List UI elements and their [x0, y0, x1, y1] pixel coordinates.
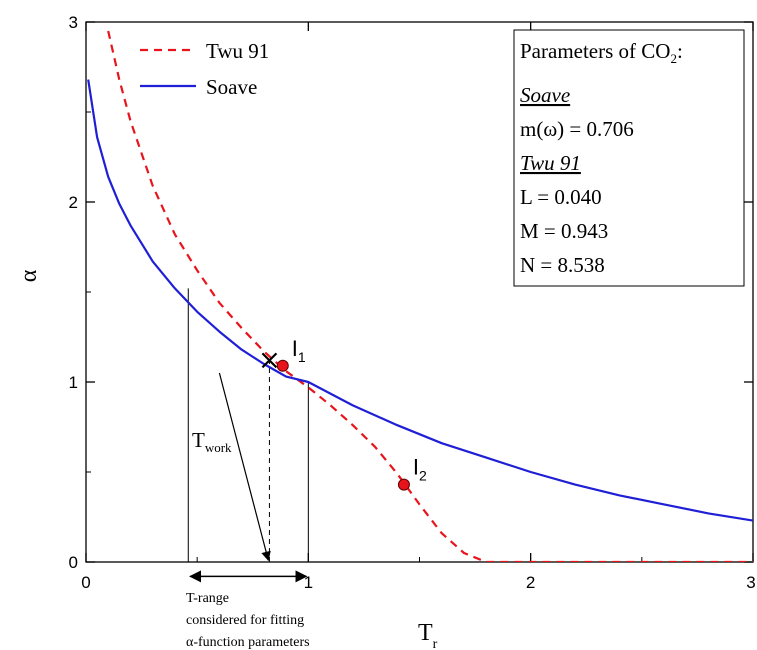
axes: 0 1 2 3 0 1 2 3: [69, 13, 756, 592]
parameter-box-frame: [513, 29, 745, 287]
y-tick-label-1: 1: [69, 373, 78, 392]
t-work-arrow: [218, 372, 271, 562]
marker-point-1: [276, 359, 289, 372]
x-tick-label-0: 0: [81, 573, 90, 592]
guide-lines: [187, 288, 309, 583]
parameter-line-6: N = 8.538: [520, 253, 605, 277]
range-caption-line-3: α-function parameters: [186, 635, 310, 650]
series-line-twu-91: [107, 30, 753, 562]
t-work-label-sub: work: [205, 440, 232, 455]
parameter-box: Parameters of CO2: Soave m(ω) = 0.706 Twu …: [513, 29, 745, 287]
marker-label-sub: 2: [419, 468, 427, 484]
cross-marker: [261, 352, 278, 369]
marker-label-main: I: [292, 336, 298, 361]
t-work-label-main: T: [192, 428, 205, 452]
series-line-soave: [87, 79, 753, 522]
marker-label-1: I1: [292, 336, 306, 365]
parameter-line-1: Soave: [520, 83, 570, 107]
parameter-box-title-sub: 2: [670, 51, 677, 66]
y-axis-title: α: [16, 269, 42, 282]
parameter-line-5: M = 0.943: [520, 219, 608, 243]
marker-label-main: I: [413, 455, 419, 480]
y-tick-label-2: 2: [69, 193, 78, 212]
x-tick-label-2: 2: [526, 573, 535, 592]
legend: Twu 91 Soave: [140, 39, 269, 99]
y-tick-label-3: 3: [69, 13, 78, 32]
x-tick-label-1: 1: [304, 573, 313, 592]
range-caption-line-2: considered for fitting: [186, 613, 304, 628]
legend-label-twu: Twu 91: [206, 39, 269, 63]
marker-label-2: I2: [413, 455, 427, 484]
legend-label-soave: Soave: [206, 75, 257, 99]
x-axis-title-main: T: [418, 620, 433, 646]
parameter-box-title-suffix: :: [677, 39, 683, 63]
parameter-box-title-main: Parameters of CO: [520, 39, 670, 63]
t-work-label: Twork: [192, 428, 232, 455]
parameter-box-title: Parameters of CO2:: [520, 39, 683, 66]
x-tick-label-3: 3: [746, 573, 755, 592]
parameter-line-3: Twu 91: [520, 151, 581, 175]
parameter-line-4: L = 0.040: [520, 185, 602, 209]
y-tick-label-0: 0: [69, 553, 78, 572]
range-caption-line-1: T-range: [186, 591, 229, 606]
series-group: [87, 30, 753, 562]
x-axis-title-sub: r: [433, 637, 438, 650]
parameter-line-2: m(ω) = 0.706: [520, 117, 634, 141]
x-axis-title: Tr: [418, 620, 438, 650]
marker-point-2: [397, 478, 410, 491]
range-caption: T-range considered for fitting α-functio…: [186, 591, 310, 650]
marker-label-sub: 1: [298, 349, 306, 365]
